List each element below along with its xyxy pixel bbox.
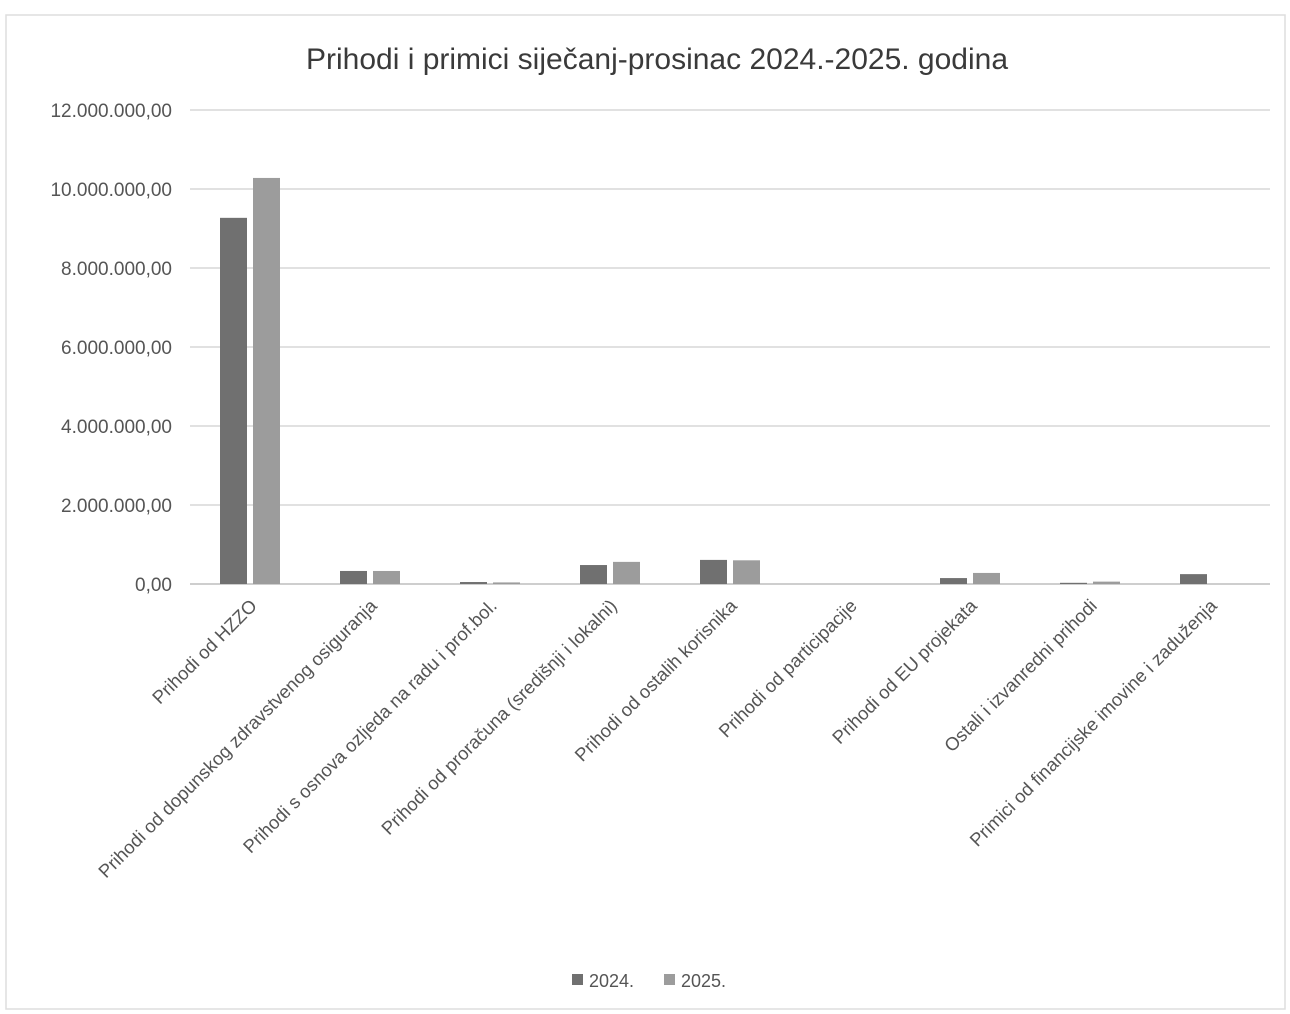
bar-2024-cat-5	[700, 559, 727, 584]
y-tick-label: 0,00	[135, 575, 172, 596]
bar-2025-cat-8	[1093, 581, 1120, 584]
y-tick-label: 2.000.000,00	[61, 496, 172, 517]
legend: 2024. 2025.	[572, 971, 726, 991]
y-tick-label: 6.000.000,00	[61, 338, 172, 359]
bar-2024-cat-2	[340, 570, 367, 584]
y-tick-label: 4.000.000,00	[61, 417, 172, 438]
y-axis-tick-labels: 0,00 2.000.000,00 4.000.000,00 6.000.000,00…	[50, 101, 172, 596]
y-tick-label: 10.000.000,00	[50, 180, 172, 201]
legend-label-2025: 2025.	[681, 971, 726, 991]
chart-frame	[5, 14, 1286, 1010]
legend-label-2024: 2024.	[589, 971, 634, 991]
bar-2024-cat-7	[940, 578, 967, 584]
bar-2025-cat-2	[373, 570, 400, 584]
bar-2025-cat-1	[253, 177, 280, 584]
legend-swatch-2025	[664, 974, 675, 985]
gridlines	[190, 109, 1270, 585]
bar-2024-cat-3	[460, 582, 487, 584]
bar-2024-cat-1	[220, 217, 247, 584]
bar-2024-cat-4	[580, 565, 607, 584]
y-tick-label: 12.000.000,00	[50, 101, 172, 122]
bar-2025-cat-4	[613, 561, 640, 584]
bar-2024-cat-9	[1180, 574, 1207, 584]
y-tick-label: 8.000.000,00	[61, 259, 172, 280]
bars	[220, 177, 1207, 584]
legend-swatch-2024	[572, 974, 583, 985]
chart-title: Prihodi i primici siječanj-prosinac 2024…	[306, 43, 1008, 76]
bar-2025-cat-5	[733, 560, 760, 584]
bar-2024-cat-8	[1060, 582, 1087, 584]
bar-2025-cat-7	[973, 572, 1000, 584]
bar-2025-cat-3	[493, 582, 520, 584]
